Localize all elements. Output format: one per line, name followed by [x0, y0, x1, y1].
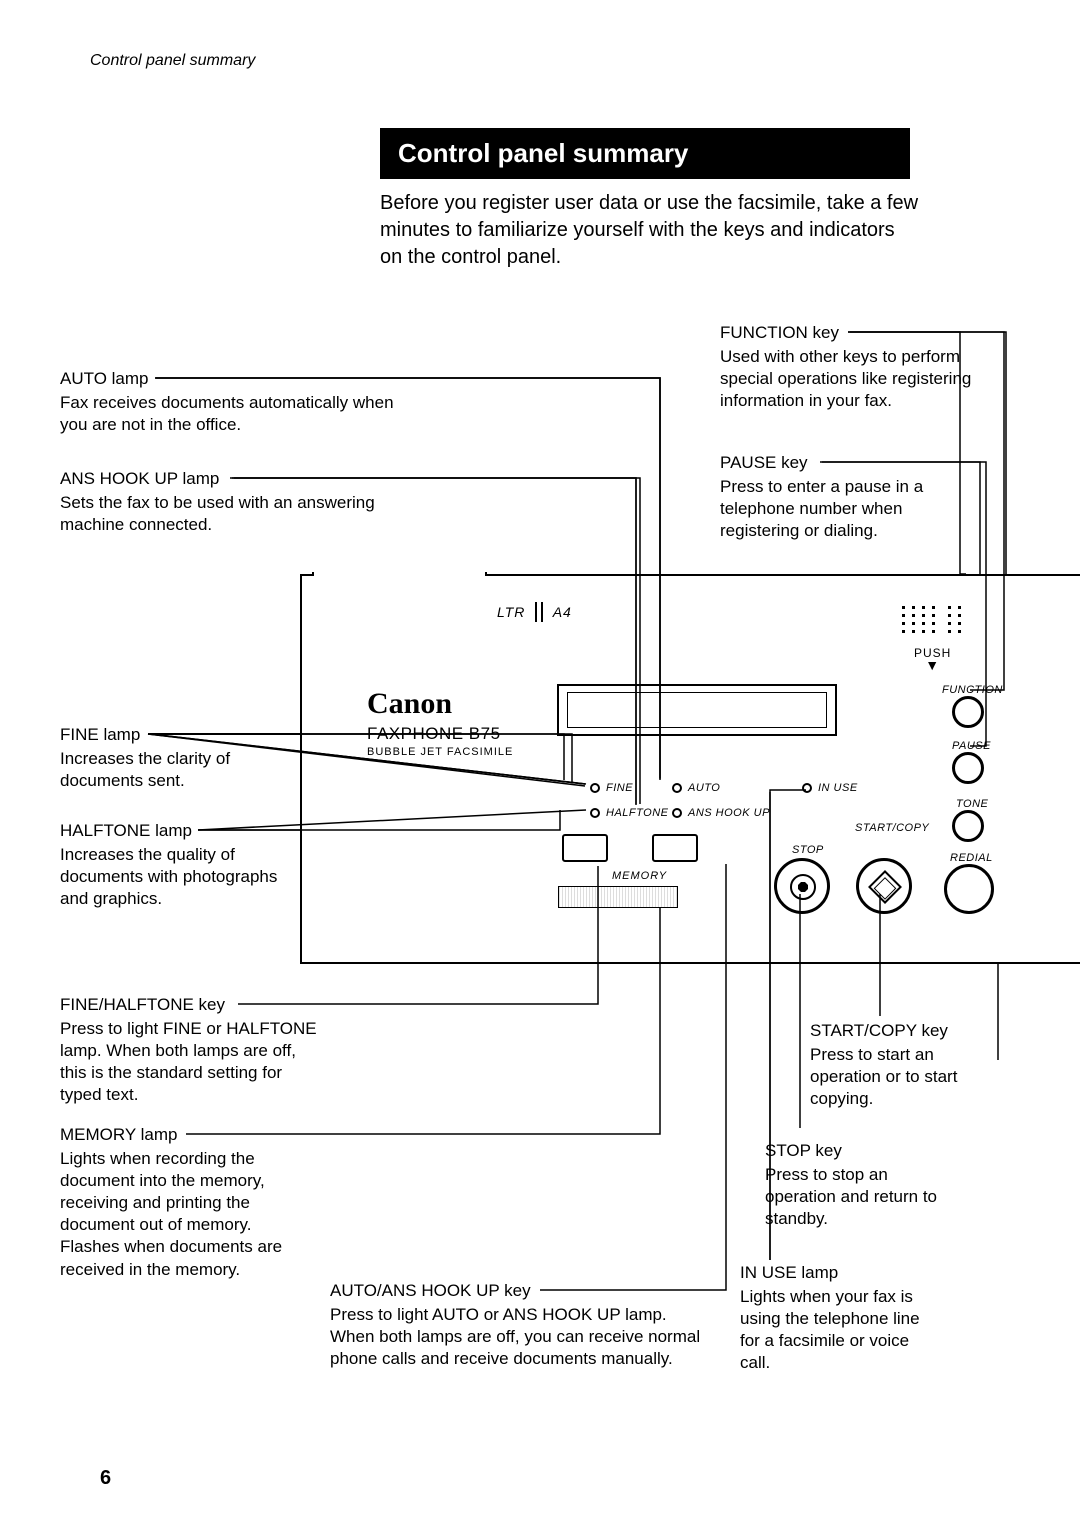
callout-label: START/COPY key [810, 1020, 1000, 1042]
callout-label: AUTO lamp [60, 368, 400, 390]
callout-desc: Used with other keys to perform special … [720, 346, 990, 412]
pause-key-label: PAUSE [952, 740, 991, 752]
callout-desc: Sets the fax to be used with an answerin… [60, 492, 420, 536]
in-use-lamp [802, 783, 812, 793]
auto-ans-hook-up-key [652, 834, 698, 862]
ltr-label: LTR [497, 604, 525, 620]
tone-key-label: TONE [956, 798, 988, 810]
redial-key-label: REDIAL [950, 852, 993, 864]
callout-stop-key: STOP key Press to stop an operation and … [765, 1140, 955, 1230]
callout-label: HALFTONE lamp [60, 820, 290, 842]
callout-memory-lamp: MEMORY lamp Lights when recording the do… [60, 1124, 300, 1281]
lcd-display [557, 684, 837, 736]
callout-desc: Lights when recording the document into … [60, 1148, 300, 1281]
section-title: Control panel summary [380, 128, 910, 179]
callout-in-use-lamp: IN USE lamp Lights when your fax is usin… [740, 1262, 940, 1374]
page-number: 6 [100, 1467, 111, 1490]
halftone-lamp-label: HALFTONE [606, 807, 668, 819]
callout-desc: Increases the quality of documents with … [60, 844, 290, 910]
fine-halftone-key [562, 834, 608, 862]
paper-slot [312, 572, 487, 576]
callout-label: PAUSE key [720, 452, 960, 474]
callout-label: FINE lamp [60, 724, 280, 746]
start-icon [868, 870, 902, 904]
callout-label: FINE/HALFTONE key [60, 994, 320, 1016]
function-key-label: FUNCTION [942, 684, 1003, 696]
ans-hook-up-lamp-label: ANS HOOK UP [688, 807, 770, 819]
callout-fine-halftone-key: FINE/HALFTONE key Press to light FINE or… [60, 994, 320, 1106]
pause-key [952, 752, 984, 784]
callout-auto-lamp: AUTO lamp Fax receives documents automat… [60, 368, 400, 436]
model-name: FAXPHONE B75 [367, 724, 501, 744]
redial-key [944, 864, 994, 914]
callout-desc: Press to start an operation or to start … [810, 1044, 1000, 1110]
memory-indicator [558, 886, 678, 908]
brand-logo: Canon [367, 687, 452, 721]
tick-marks [533, 602, 545, 625]
speaker-grille [902, 606, 972, 642]
model-subtitle: BUBBLE JET FACSIMILE [367, 746, 513, 758]
callout-desc: Fax receives documents automatically whe… [60, 392, 400, 436]
callout-label: STOP key [765, 1140, 955, 1162]
start-copy-key-label: START/COPY [855, 822, 929, 834]
push-label: PUSH ▼ [914, 646, 951, 670]
callout-label: IN USE lamp [740, 1262, 940, 1284]
callout-ans-hook-up-lamp: ANS HOOK UP lamp Sets the fax to be used… [60, 468, 420, 536]
control-panel-diagram: LTR A4 Canon FAXPHONE B75 BUBBLE JET FAC… [300, 574, 1080, 964]
auto-lamp [672, 783, 682, 793]
stop-icon [790, 874, 816, 900]
callout-label: ANS HOOK UP lamp [60, 468, 420, 490]
auto-lamp-label: AUTO [688, 782, 720, 794]
fine-lamp [590, 783, 600, 793]
callout-label: FUNCTION key [720, 322, 990, 344]
paper-size-indicator: LTR A4 [497, 602, 572, 625]
callout-desc: Increases the clarity of documents sent. [60, 748, 280, 792]
callout-halftone-lamp: HALFTONE lamp Increases the quality of d… [60, 820, 290, 910]
callout-function-key: FUNCTION key Used with other keys to per… [720, 322, 990, 412]
callout-label: AUTO/ANS HOOK UP key [330, 1280, 710, 1302]
ans-hook-up-lamp [672, 808, 682, 818]
fine-lamp-label: FINE [606, 782, 633, 794]
stop-key [774, 858, 830, 914]
callout-start-copy-key: START/COPY key Press to start an operati… [810, 1020, 1000, 1110]
callout-fine-lamp: FINE lamp Increases the clarity of docum… [60, 724, 280, 792]
callout-desc: Press to light FINE or HALFTONE lamp. Wh… [60, 1018, 320, 1106]
callout-desc: Press to enter a pause in a telephone nu… [720, 476, 960, 542]
callout-desc: Press to stop an operation and return to… [765, 1164, 955, 1230]
intro-text: Before you register user data or use the… [380, 190, 920, 271]
a4-label: A4 [553, 604, 572, 620]
callout-desc: Press to light AUTO or ANS HOOK UP lamp.… [330, 1304, 710, 1370]
halftone-lamp [590, 808, 600, 818]
callout-pause-key: PAUSE key Press to enter a pause in a te… [720, 452, 960, 542]
callout-label: MEMORY lamp [60, 1124, 300, 1146]
start-copy-key [856, 858, 912, 914]
running-header: Control panel summary [90, 52, 255, 70]
stop-key-label: STOP [792, 844, 824, 856]
memory-label: MEMORY [612, 870, 667, 882]
in-use-lamp-label: IN USE [818, 782, 858, 794]
function-key [952, 696, 984, 728]
down-arrow-icon: ▼ [914, 660, 951, 670]
callout-desc: Lights when your fax is using the teleph… [740, 1286, 940, 1374]
tone-key [952, 810, 984, 842]
callout-auto-ans-key: AUTO/ANS HOOK UP key Press to light AUTO… [330, 1280, 710, 1370]
